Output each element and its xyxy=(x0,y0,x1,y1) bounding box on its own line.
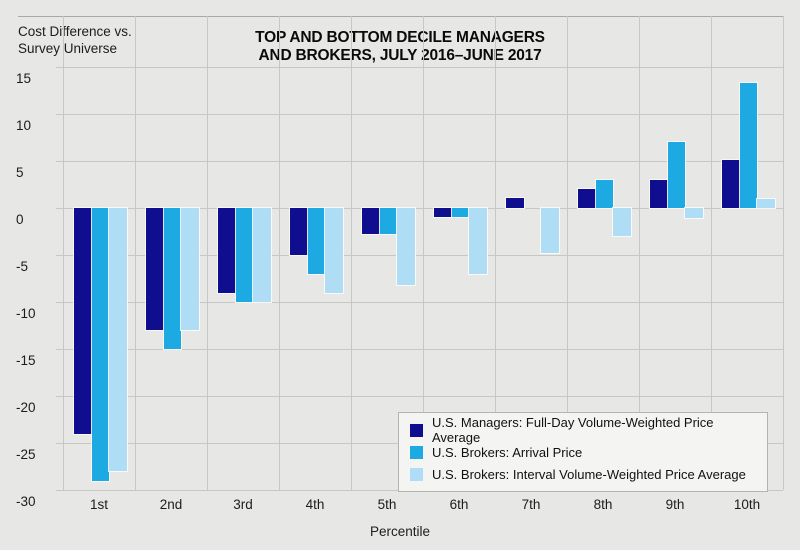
gridline-vertical xyxy=(351,16,352,490)
bar-series1-10th xyxy=(721,159,741,209)
bar-series1-1st xyxy=(73,207,93,435)
chart-title-line1: TOP AND BOTTOM DECILE MANAGERS xyxy=(255,29,545,46)
top-rule xyxy=(18,16,783,17)
x-tick-label: 8th xyxy=(593,497,613,512)
bar-series1-4th xyxy=(289,207,309,256)
gridline-vertical xyxy=(423,16,424,490)
legend-swatch-lightblue xyxy=(410,467,423,481)
y-tick-label: 10 xyxy=(16,118,32,133)
y-axis-caption-line2: Survey Universe xyxy=(18,41,118,56)
y-tick-label: 5 xyxy=(16,165,24,180)
gridline-vertical xyxy=(567,16,568,490)
gridline-horizontal xyxy=(56,67,783,68)
gridline-horizontal xyxy=(56,255,783,256)
bar-series3-3rd xyxy=(252,207,272,303)
y-tick-label: -25 xyxy=(16,447,36,462)
bar-series2-6th xyxy=(450,206,471,219)
gridline-horizontal xyxy=(56,302,783,303)
y-axis-caption-line1: Cost Difference vs. xyxy=(18,24,132,39)
y-tick-label: -15 xyxy=(16,353,36,368)
y-tick-label: -20 xyxy=(16,400,36,415)
bar-series2-10th xyxy=(738,82,759,209)
bar-series2-9th xyxy=(666,141,687,209)
bar-series2-5th xyxy=(378,206,399,236)
x-tick-label: 10th xyxy=(733,497,761,512)
bar-series1-8th xyxy=(577,188,597,209)
x-tick-label: 4th xyxy=(305,497,325,512)
legend-item-brokers-arrival-price: U.S. Brokers: Arrival Price xyxy=(410,441,761,463)
bar-series3-8th xyxy=(612,206,632,238)
gridline-vertical xyxy=(207,16,208,490)
bar-series1-5th xyxy=(361,206,381,236)
legend-label: U.S. Brokers: Interval Volume-Weighted P… xyxy=(432,466,746,482)
gridline-vertical xyxy=(639,16,640,490)
bar-series3-10th xyxy=(756,197,776,210)
chart-title: TOP AND BOTTOM DECILE MANAGERS AND BROKE… xyxy=(0,29,800,65)
bar-series3-7th xyxy=(540,206,560,255)
bar-series2-1st xyxy=(90,207,111,482)
legend-item-managers-full-day-vwap: U.S. Managers: Full-Day Volume-Weighted … xyxy=(410,415,761,445)
legend-label: U.S. Brokers: Arrival Price xyxy=(432,444,583,460)
gridline-horizontal xyxy=(56,208,783,209)
y-tick-label: -10 xyxy=(16,306,36,321)
gridline-horizontal xyxy=(56,161,783,162)
bar-series2-2nd xyxy=(162,207,183,350)
bar-series3-6th xyxy=(468,207,488,275)
y-tick-label: -5 xyxy=(16,259,29,274)
bar-series3-4th xyxy=(324,207,344,294)
x-axis-label: Percentile xyxy=(369,524,431,539)
gridline-vertical xyxy=(279,16,280,490)
bar-series2-4th xyxy=(306,207,327,275)
x-tick-label: 2nd xyxy=(159,497,183,512)
bar-series3-1st xyxy=(108,206,128,473)
y-tick-label: 0 xyxy=(16,212,24,227)
y-tick-label: -30 xyxy=(16,494,36,509)
gridline-vertical xyxy=(63,16,64,490)
gridline-vertical xyxy=(711,16,712,490)
bar-series3-9th xyxy=(684,206,704,220)
gridline-vertical xyxy=(495,16,496,490)
legend-item-brokers-interval-vwap: U.S. Brokers: Interval Volume-Weighted P… xyxy=(410,463,761,485)
bar-series1-3rd xyxy=(217,207,237,294)
bar-series3-5th xyxy=(396,206,416,287)
x-tick-label: 6th xyxy=(449,497,469,512)
legend-label: U.S. Managers: Full-Day Volume-Weighted … xyxy=(432,415,714,445)
gridline-vertical xyxy=(783,16,784,490)
bar-series3-2nd xyxy=(180,206,200,332)
bar-series1-7th xyxy=(505,196,525,210)
gridline-horizontal xyxy=(56,396,783,397)
gridline-vertical xyxy=(135,16,136,490)
bar-series1-6th xyxy=(433,206,453,219)
legend: U.S. Managers: Full-Day Volume-Weighted … xyxy=(398,412,768,492)
x-tick-label: 5th xyxy=(377,497,397,512)
chart-title-line2: AND BROKERS, JULY 2016–JUNE 2017 xyxy=(258,47,542,64)
legend-swatch-navy xyxy=(410,423,423,437)
bar-series2-8th xyxy=(594,178,615,209)
bar-series2-3rd xyxy=(234,207,255,303)
gridline-horizontal xyxy=(56,349,783,350)
gridline-horizontal xyxy=(56,114,783,115)
legend-swatch-cyan xyxy=(410,445,423,459)
bar-series1-2nd xyxy=(145,206,165,332)
x-tick-label: 7th xyxy=(521,497,541,512)
bar-series1-9th xyxy=(649,178,669,209)
x-tick-label: 3rd xyxy=(233,497,253,512)
y-tick-label: 15 xyxy=(16,71,32,86)
x-tick-label: 9th xyxy=(665,497,685,512)
y-axis-caption: Cost Difference vs. Survey Universe xyxy=(18,23,132,57)
x-tick-label: 1st xyxy=(89,497,108,512)
